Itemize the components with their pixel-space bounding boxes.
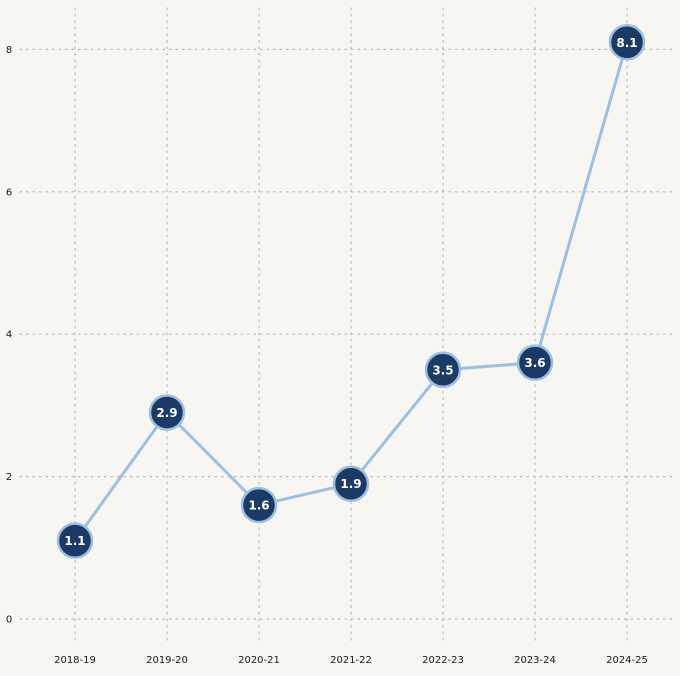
data-point <box>240 486 278 524</box>
data-label: 1.6 <box>248 499 269 513</box>
grid <box>19 7 673 641</box>
data-label: 1.1 <box>64 534 85 548</box>
data-point <box>56 522 94 559</box>
series: 1.1 2.9 1.6 1.9 3.5 3.6 8.1 <box>56 24 646 559</box>
data-label: 3.6 <box>524 356 545 370</box>
data-label: 8.1 <box>616 36 637 50</box>
y-tick-label: 8 <box>6 45 12 56</box>
y-tick-label: 0 <box>6 615 12 626</box>
x-tick-label: 2019-20 <box>146 655 188 666</box>
x-axis: 2018-19 2019-20 2020-21 2021-22 2022-23 2023-… <box>54 655 648 666</box>
data-label: 1.9 <box>340 477 361 491</box>
x-tick-label: 2021-22 <box>330 655 372 666</box>
data-point <box>332 465 370 502</box>
data-point <box>608 24 646 61</box>
data-label: 3.5 <box>432 363 453 377</box>
data-label: 2.9 <box>156 406 177 420</box>
x-tick-label: 2024-25 <box>606 655 648 666</box>
data-point <box>424 351 462 389</box>
x-tick-label: 2020-21 <box>238 655 280 666</box>
data-point <box>148 394 186 431</box>
x-tick-label: 2023-24 <box>514 655 556 666</box>
y-tick-label: 6 <box>6 187 12 198</box>
data-point <box>516 344 554 381</box>
x-tick-label: 2022-23 <box>422 655 464 666</box>
y-axis: 0 2 4 6 8 <box>6 45 12 626</box>
y-tick-label: 2 <box>6 472 12 483</box>
y-tick-label: 4 <box>6 330 12 341</box>
x-tick-label: 2018-19 <box>54 655 96 666</box>
